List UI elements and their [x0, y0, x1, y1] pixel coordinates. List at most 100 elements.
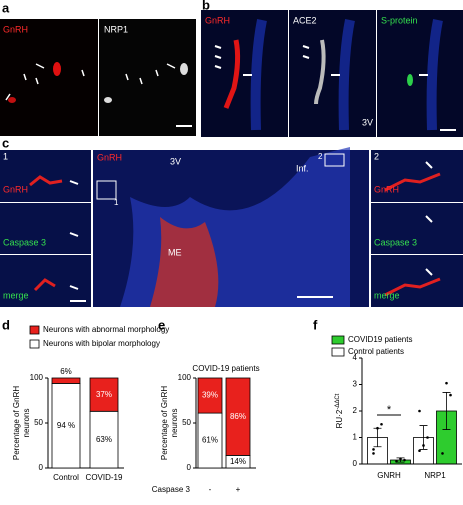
stain-label: NRP1 [104, 24, 128, 34]
inset-number: 1 [3, 151, 8, 161]
x-tick-label: GNRH [377, 471, 401, 480]
panel-letter: f [313, 317, 318, 332]
stain-label: GnRH [374, 184, 399, 194]
stain-label: S-protein [381, 15, 418, 25]
value-label: 63% [96, 435, 112, 444]
micrograph [377, 10, 463, 137]
cell [314, 39, 326, 105]
cell [104, 97, 112, 103]
legend-label: Neurons with abnormal morphology [43, 325, 169, 334]
panel-letter: d [2, 317, 10, 332]
data-point [380, 422, 383, 426]
x-axis-label: Caspase 3 [152, 485, 191, 494]
y-tick-label: 50 [182, 418, 191, 427]
y-tick-label: 1 [353, 433, 358, 442]
data-point [372, 448, 375, 451]
bar-segment [197, 377, 223, 414]
micrograph [201, 10, 288, 137]
cell [29, 175, 63, 292]
micrograph [99, 19, 196, 136]
stain-label: merge [374, 290, 400, 300]
y-tick-label: 100 [30, 373, 44, 382]
region-label: ME [168, 247, 182, 257]
data-point [418, 409, 421, 413]
arrows [425, 161, 433, 276]
legend-swatch [331, 335, 345, 345]
cell [384, 172, 441, 297]
x-tick-label: - [209, 485, 212, 494]
stain-label: GnRH [3, 184, 28, 194]
value-label: 86% [230, 412, 246, 421]
micrograph [371, 255, 463, 307]
y-tick-label: 4 [353, 353, 358, 362]
y-tick-label: 100 [178, 373, 192, 382]
arrows [214, 45, 428, 76]
bar-segment [51, 377, 81, 384]
arrows [5, 63, 85, 101]
cell [180, 63, 188, 75]
x-tick-label: NRP1 [424, 471, 446, 480]
panel-letter: c [2, 135, 9, 150]
legend-label: Neurons with bipolar morphology [43, 339, 160, 348]
stain-label: GnRH [97, 152, 122, 162]
data-point [441, 452, 444, 455]
x-tick-label: COVID-19 [86, 473, 123, 482]
region-label: 3V [170, 156, 181, 166]
bar-segment [89, 377, 119, 412]
y-tick-label: 0 [39, 463, 44, 472]
legend-swatch [331, 347, 345, 357]
cell [53, 62, 61, 76]
stain-label: GnRH [205, 15, 230, 25]
cell [8, 97, 16, 103]
inset-box [96, 180, 117, 200]
data-point [376, 426, 379, 430]
nuclei [250, 19, 443, 131]
micrograph [371, 203, 463, 254]
error-bar [442, 392, 451, 430]
y-axis-label-line: Percentage of GnRH [160, 386, 169, 460]
data-point [449, 393, 452, 397]
micrograph [0, 150, 91, 202]
bar-segment [197, 412, 223, 469]
stain-label: Caspase 3 [374, 237, 417, 247]
stain-label: GnRH [3, 24, 28, 34]
micrograph [0, 203, 91, 254]
region-label: 3V [362, 117, 373, 127]
inset-box [324, 153, 345, 167]
bar-segment [89, 410, 119, 469]
value-label: 39% [202, 391, 218, 400]
y-axis-label-line: neurons [22, 409, 31, 438]
y-tick-label: 2 [353, 406, 358, 415]
panel-letter: a [2, 0, 10, 15]
inset-number: 2 [318, 152, 323, 161]
x-tick-label: Control [53, 473, 79, 482]
cell [407, 74, 413, 86]
value-label: 94 % [57, 421, 75, 430]
stain-label: merge [3, 290, 29, 300]
legend-swatch [29, 339, 40, 349]
legend-swatch [29, 325, 40, 335]
data-point [445, 381, 448, 385]
bar-segment [51, 382, 81, 469]
data-point [426, 436, 429, 439]
value-label: 61% [202, 436, 218, 445]
data-point [395, 460, 398, 463]
cell [223, 39, 241, 109]
micrograph [371, 150, 463, 202]
y-tick-label: 0 [187, 463, 192, 472]
data-point [422, 444, 425, 447]
significance-mark: * [387, 404, 392, 416]
panel-letter: e [158, 317, 165, 332]
y-axis-label: Percentage of GnRHneurons [12, 386, 31, 460]
micrograph [0, 19, 98, 136]
region-label: Inf. [296, 163, 309, 173]
x-tick-label: + [236, 485, 241, 494]
data-point [372, 452, 375, 455]
chart-title: COVID-19 patients [192, 364, 259, 373]
value-label: 37% [96, 390, 112, 399]
y-axis-label-sup: -ΔΔCt [335, 393, 341, 409]
value-label: 6% [60, 367, 72, 376]
y-axis-label-line: neurons [170, 409, 179, 438]
